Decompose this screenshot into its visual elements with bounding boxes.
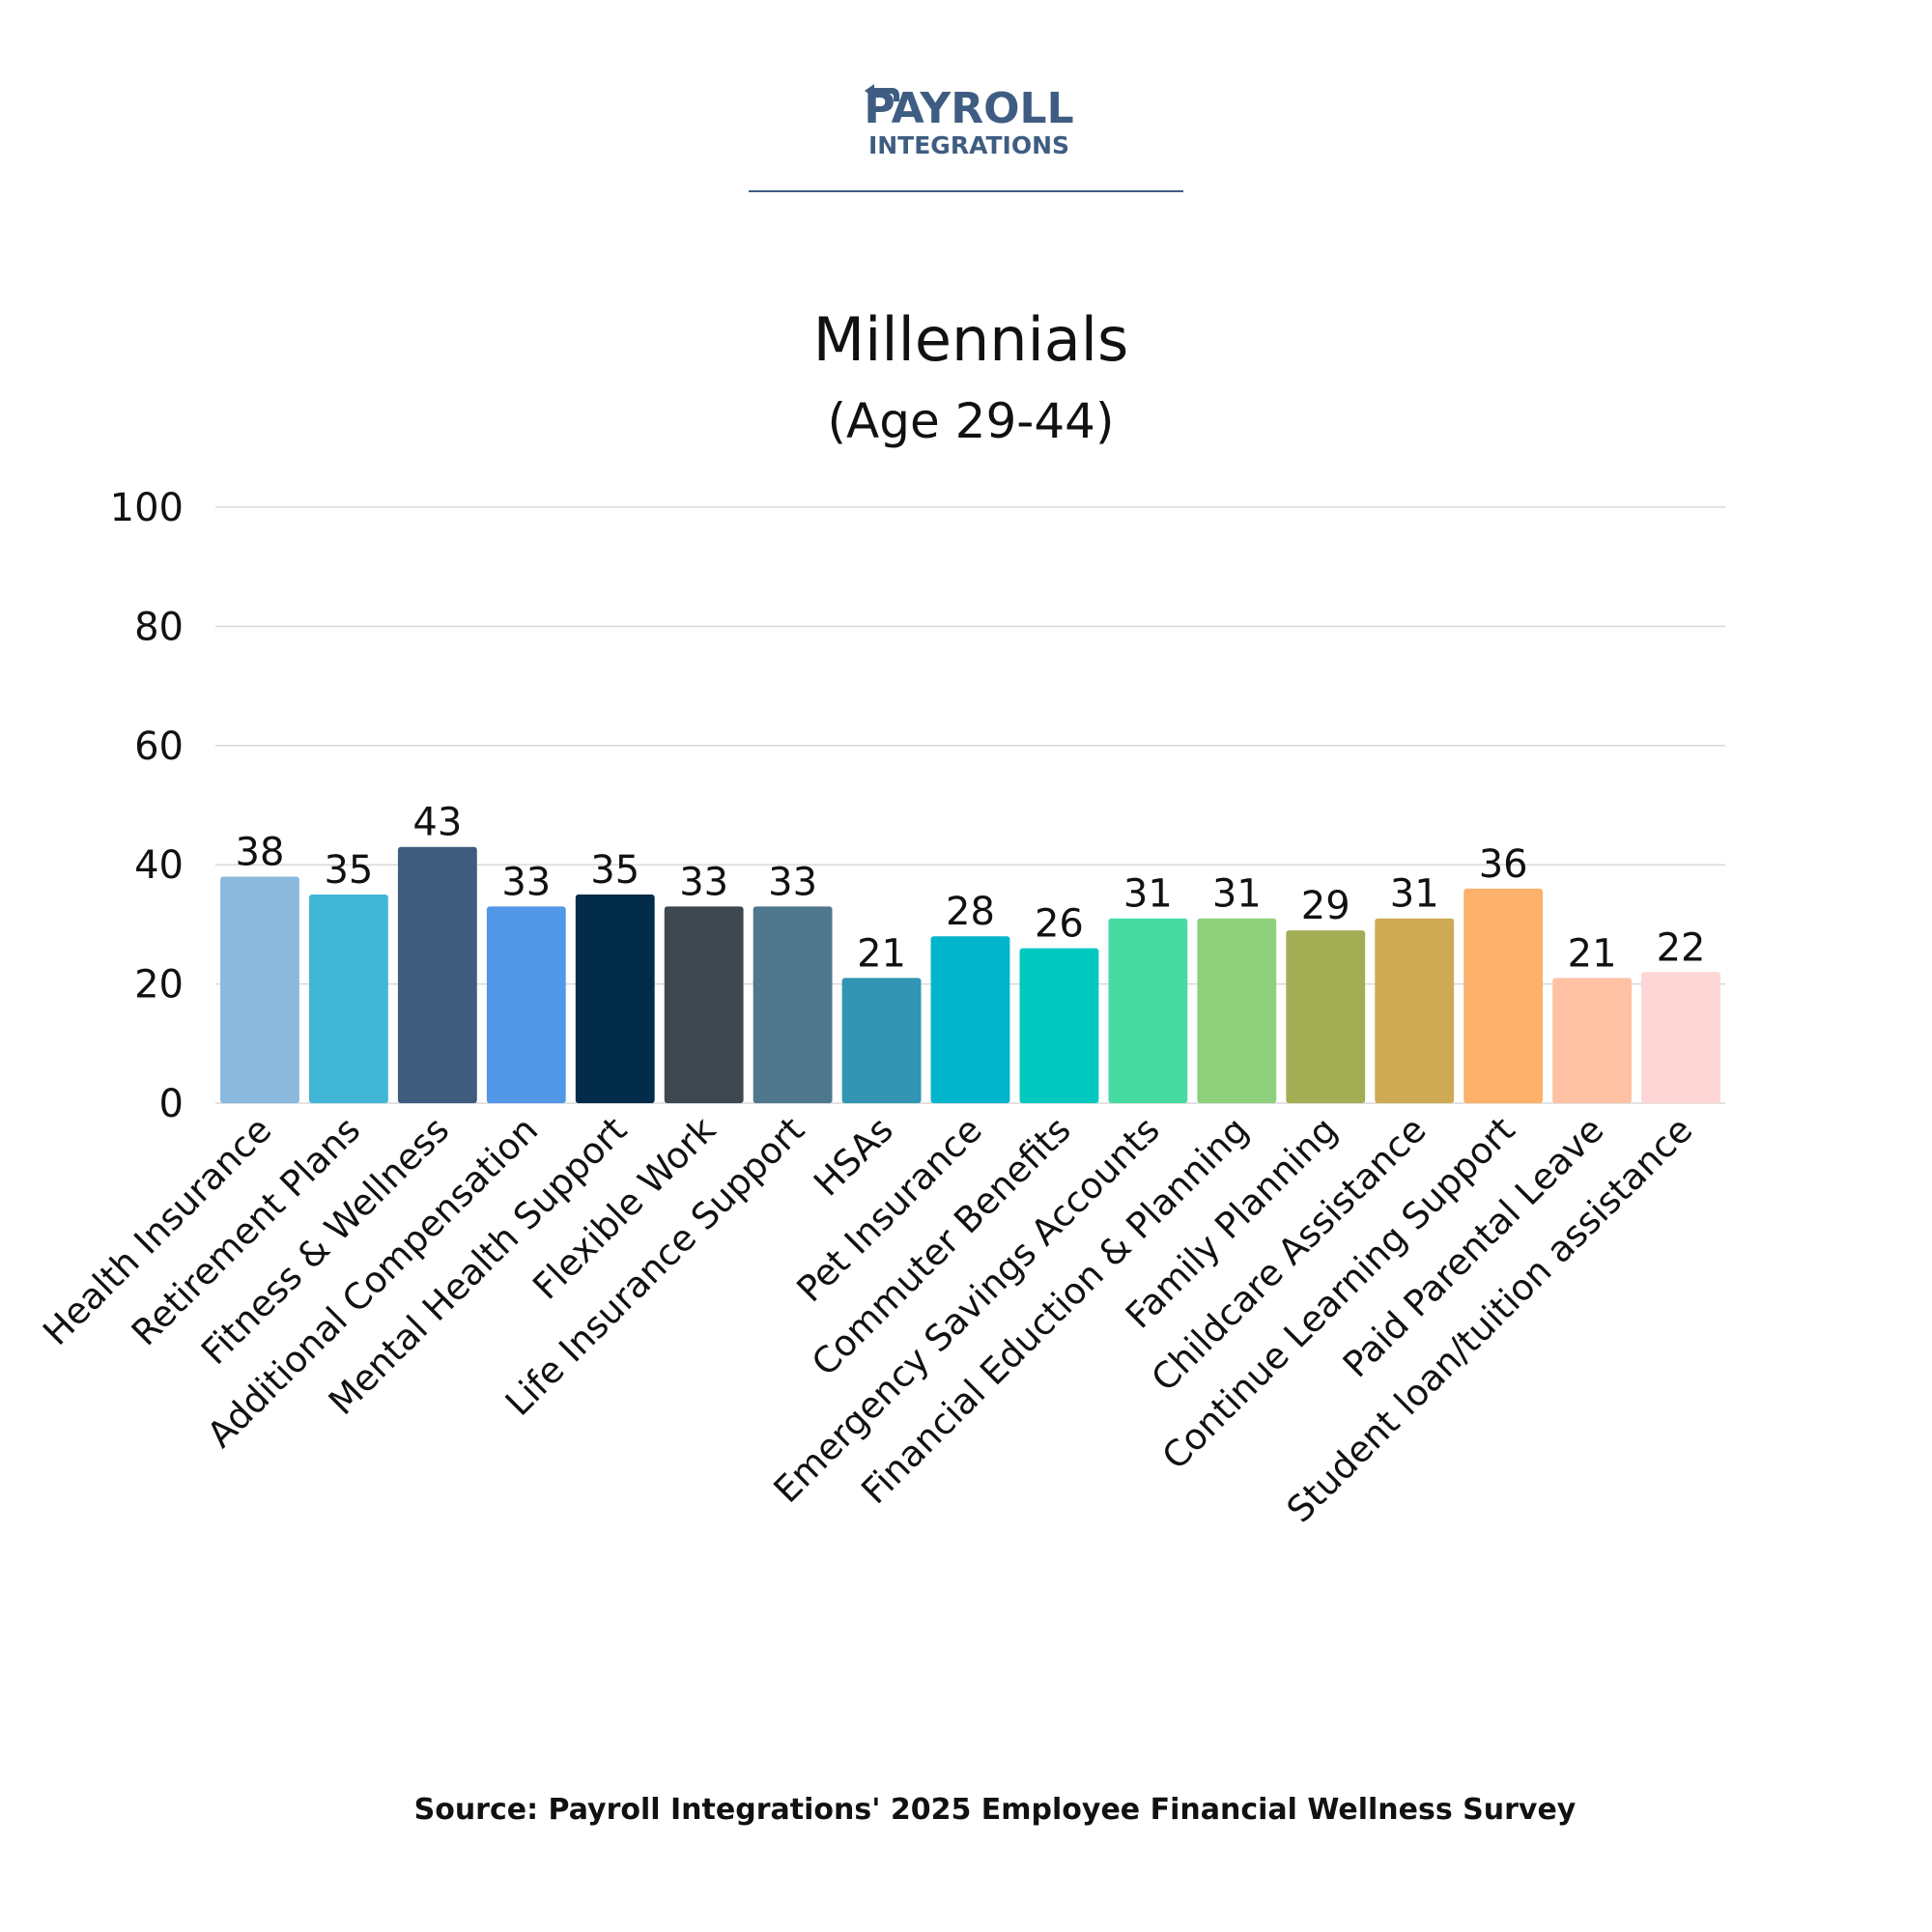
y-tick-label: 20 [134, 963, 184, 1008]
data-label: 33 [501, 860, 551, 904]
bar [664, 906, 744, 1103]
data-label: 35 [324, 848, 373, 893]
data-label: 31 [1212, 872, 1262, 917]
data-label: 21 [1568, 931, 1617, 976]
data-labels: 38 35 43 33 35 33 33 21 28 26 31 31 29 31 36 21 22 [236, 801, 1706, 977]
bars [220, 846, 1720, 1103]
bar [1019, 948, 1099, 1103]
bar [930, 936, 1010, 1103]
data-label: 21 [857, 931, 906, 976]
bar [575, 895, 655, 1103]
bar [753, 906, 833, 1103]
bar [1375, 918, 1455, 1103]
data-label: 33 [768, 860, 817, 904]
bar [1641, 972, 1720, 1103]
data-label: 31 [1123, 872, 1173, 917]
data-label: 38 [236, 831, 285, 875]
bar [308, 895, 388, 1103]
y-tick-label: 60 [134, 724, 184, 769]
bar [1108, 918, 1188, 1103]
data-label: 29 [1301, 884, 1350, 928]
data-label: 35 [590, 848, 639, 893]
data-label: 43 [412, 801, 462, 845]
data-label: 26 [1035, 902, 1084, 947]
data-label: 33 [679, 860, 728, 904]
logo-line1: PAYROLL [864, 84, 1073, 133]
logo-line2: INTEGRATIONS [868, 131, 1069, 159]
y-tick-label: 80 [134, 605, 184, 649]
y-tick-label: 0 [159, 1082, 184, 1126]
y-tick-label: 40 [134, 843, 184, 888]
y-axis-ticks: 0 20 40 60 80 100 [110, 486, 184, 1126]
logo-arrow-icon [865, 84, 899, 101]
bar [220, 876, 299, 1103]
logo: PAYROLL INTEGRATIONS [864, 84, 1074, 159]
data-label: 31 [1390, 872, 1439, 917]
y-tick-label: 100 [110, 486, 184, 530]
bar [1463, 888, 1544, 1103]
data-label: 28 [946, 890, 995, 934]
chart-title: Millennials [813, 304, 1129, 375]
chart-subtitle: (Age 29-44) [828, 393, 1115, 449]
bar [1197, 918, 1277, 1103]
bar [486, 906, 566, 1103]
bar [1552, 978, 1633, 1103]
source-note: Source: Payroll Integrations' 2025 Emplo… [414, 1793, 1577, 1827]
bar [1286, 930, 1366, 1103]
data-label: 22 [1657, 925, 1706, 970]
data-label: 36 [1479, 842, 1528, 887]
bar [841, 978, 922, 1103]
bar [397, 846, 477, 1103]
